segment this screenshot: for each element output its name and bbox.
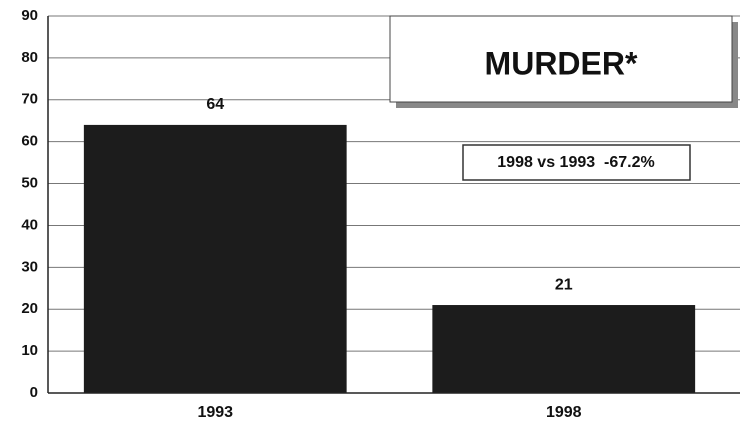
- annotation-box: [462, 144, 691, 181]
- y-tick-label: 0: [30, 384, 38, 401]
- bar: [432, 305, 696, 393]
- annotation: 1998 vs 1993 -67.2%: [497, 154, 654, 171]
- x-tick-label: 1993: [197, 404, 233, 421]
- bar: [83, 124, 347, 394]
- y-tick-label: 20: [21, 300, 38, 317]
- chart-title: MURDER*: [485, 45, 638, 81]
- bar-layer: [83, 124, 696, 394]
- y-tick-label: 80: [21, 49, 38, 66]
- x-tick-label: 1998: [546, 404, 582, 421]
- y-tick-label: 50: [21, 175, 38, 192]
- y-tick-label: 60: [21, 133, 38, 150]
- data-label: 21: [555, 276, 573, 293]
- title-box: [389, 15, 733, 103]
- y-tick-label: 40: [21, 216, 38, 233]
- y-tick-label: 90: [21, 7, 38, 24]
- y-tick-label: 30: [21, 258, 38, 275]
- y-tick-label: 10: [21, 342, 38, 359]
- data-label: 64: [206, 96, 224, 113]
- y-tick-label: 70: [21, 91, 38, 108]
